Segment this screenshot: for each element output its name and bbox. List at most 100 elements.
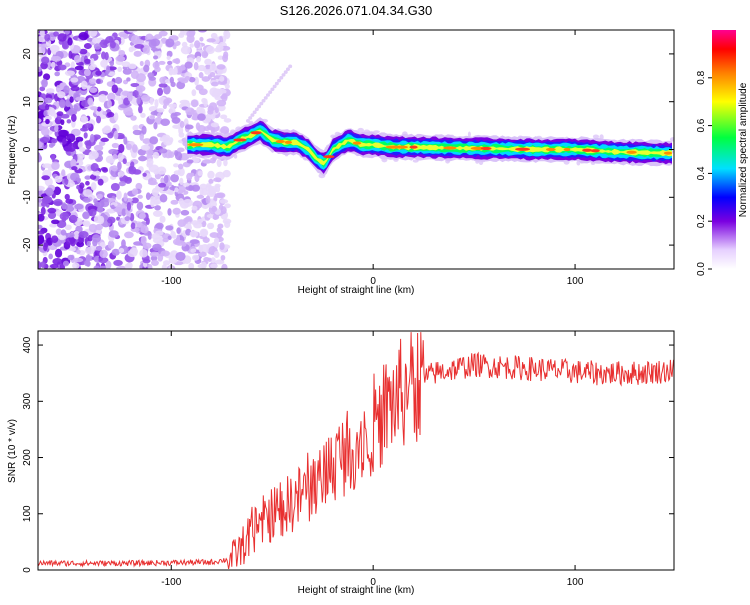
noise-blob: [207, 257, 212, 262]
noise-blob: [47, 207, 57, 214]
noise-blob: [160, 250, 170, 257]
noise-blob: [101, 51, 106, 60]
noise-blob: [60, 114, 70, 119]
noise-blob: [51, 55, 62, 62]
noise-blob: [80, 80, 88, 90]
noise-speckle: [592, 134, 600, 139]
noise-blob: [136, 222, 143, 228]
noise-blob: [88, 78, 97, 84]
noise-blob: [182, 182, 190, 187]
noise-blob: [64, 70, 76, 77]
noise-blob: [93, 198, 98, 204]
spectrogram-xlabel: Height of straight line (km): [298, 285, 415, 296]
noise-blob: [57, 33, 67, 42]
noise-blob: [130, 82, 140, 88]
noise-blob: [197, 64, 207, 72]
noise-blob: [61, 40, 68, 49]
noise-blob: [90, 163, 99, 172]
noise-blob: [133, 50, 142, 57]
noise-blob: [146, 158, 154, 166]
noise-blob: [223, 159, 228, 167]
noise-blob: [155, 222, 164, 230]
noise-blob: [79, 182, 85, 189]
noise-blob: [131, 188, 139, 196]
noise-blob: [190, 108, 195, 115]
noise-blob: [158, 182, 167, 188]
spectrogram-ytick-label: 20: [22, 48, 33, 60]
noise-blob: [83, 132, 88, 139]
noise-blob: [56, 111, 64, 117]
noise-blob: [196, 194, 205, 199]
diagonal-streak: [279, 76, 284, 80]
noise-blob: [97, 215, 105, 225]
noise-blob: [131, 197, 139, 204]
noise-blob: [117, 170, 125, 177]
noise-blob: [154, 66, 161, 73]
noise-blob: [72, 257, 84, 263]
noise-blob: [99, 265, 107, 269]
noise-blob: [153, 169, 159, 175]
noise-blob: [55, 228, 62, 236]
noise-blob: [128, 46, 134, 53]
noise-blob: [198, 251, 207, 257]
noise-blob: [201, 50, 209, 59]
noise-blob: [198, 72, 204, 79]
ridge-hotspot: [394, 145, 408, 149]
noise-blob: [156, 166, 167, 175]
noise-blob: [217, 80, 228, 86]
noise-blob: [41, 175, 50, 181]
noise-blob: [127, 249, 138, 258]
noise-blob: [90, 106, 98, 111]
noise-blob: [107, 240, 115, 249]
noise-blob: [114, 95, 121, 101]
noise-blob: [106, 216, 116, 224]
ridge-hotspot: [284, 140, 293, 144]
noise-blob: [163, 139, 173, 146]
noise-blob: [107, 132, 114, 139]
noise-blob: [45, 103, 50, 111]
noise-blob: [110, 183, 120, 192]
snr-series-line: [38, 332, 674, 569]
noise-blob: [101, 126, 112, 134]
ridge-hotspot: [275, 139, 285, 144]
noise-blob: [198, 244, 204, 253]
diagonal-streak: [254, 107, 259, 112]
noise-blob: [109, 40, 116, 49]
noise-blob: [143, 64, 150, 73]
noise-blob: [172, 124, 182, 129]
noise-blob: [136, 201, 144, 211]
noise-blob: [159, 194, 168, 203]
noise-blob: [84, 246, 95, 255]
noise-blob: [117, 152, 124, 162]
noise-blob: [199, 36, 204, 42]
noise-blob: [79, 48, 88, 55]
noise-blob: [208, 178, 214, 184]
noise-blob: [39, 30, 45, 38]
noise-blob: [190, 248, 197, 253]
noise-blob: [149, 251, 160, 257]
noise-blob: [38, 66, 43, 72]
noise-blob: [183, 217, 192, 222]
noise-blob: [100, 59, 108, 68]
noise-blob: [70, 172, 80, 181]
noise-blob: [128, 63, 137, 70]
noise-blob: [98, 140, 106, 146]
diagonal-streak: [288, 64, 293, 69]
noise-blob: [65, 237, 76, 245]
noise-blob: [130, 115, 137, 121]
noise-blob: [206, 38, 216, 43]
ridge-hotspot: [582, 148, 593, 152]
noise-blob: [167, 60, 173, 65]
noise-blob: [84, 123, 92, 129]
noise-blob: [142, 44, 150, 54]
noise-blob: [153, 122, 158, 130]
noise-blob: [204, 58, 212, 66]
colorbar-tick-label: 0.0: [696, 262, 707, 276]
snr-ytick-label: 0: [22, 567, 33, 573]
noise-blob: [134, 44, 145, 49]
noise-blob: [220, 114, 228, 120]
noise-blob: [92, 37, 102, 44]
noise-blob: [193, 61, 199, 71]
noise-blob: [153, 200, 160, 206]
